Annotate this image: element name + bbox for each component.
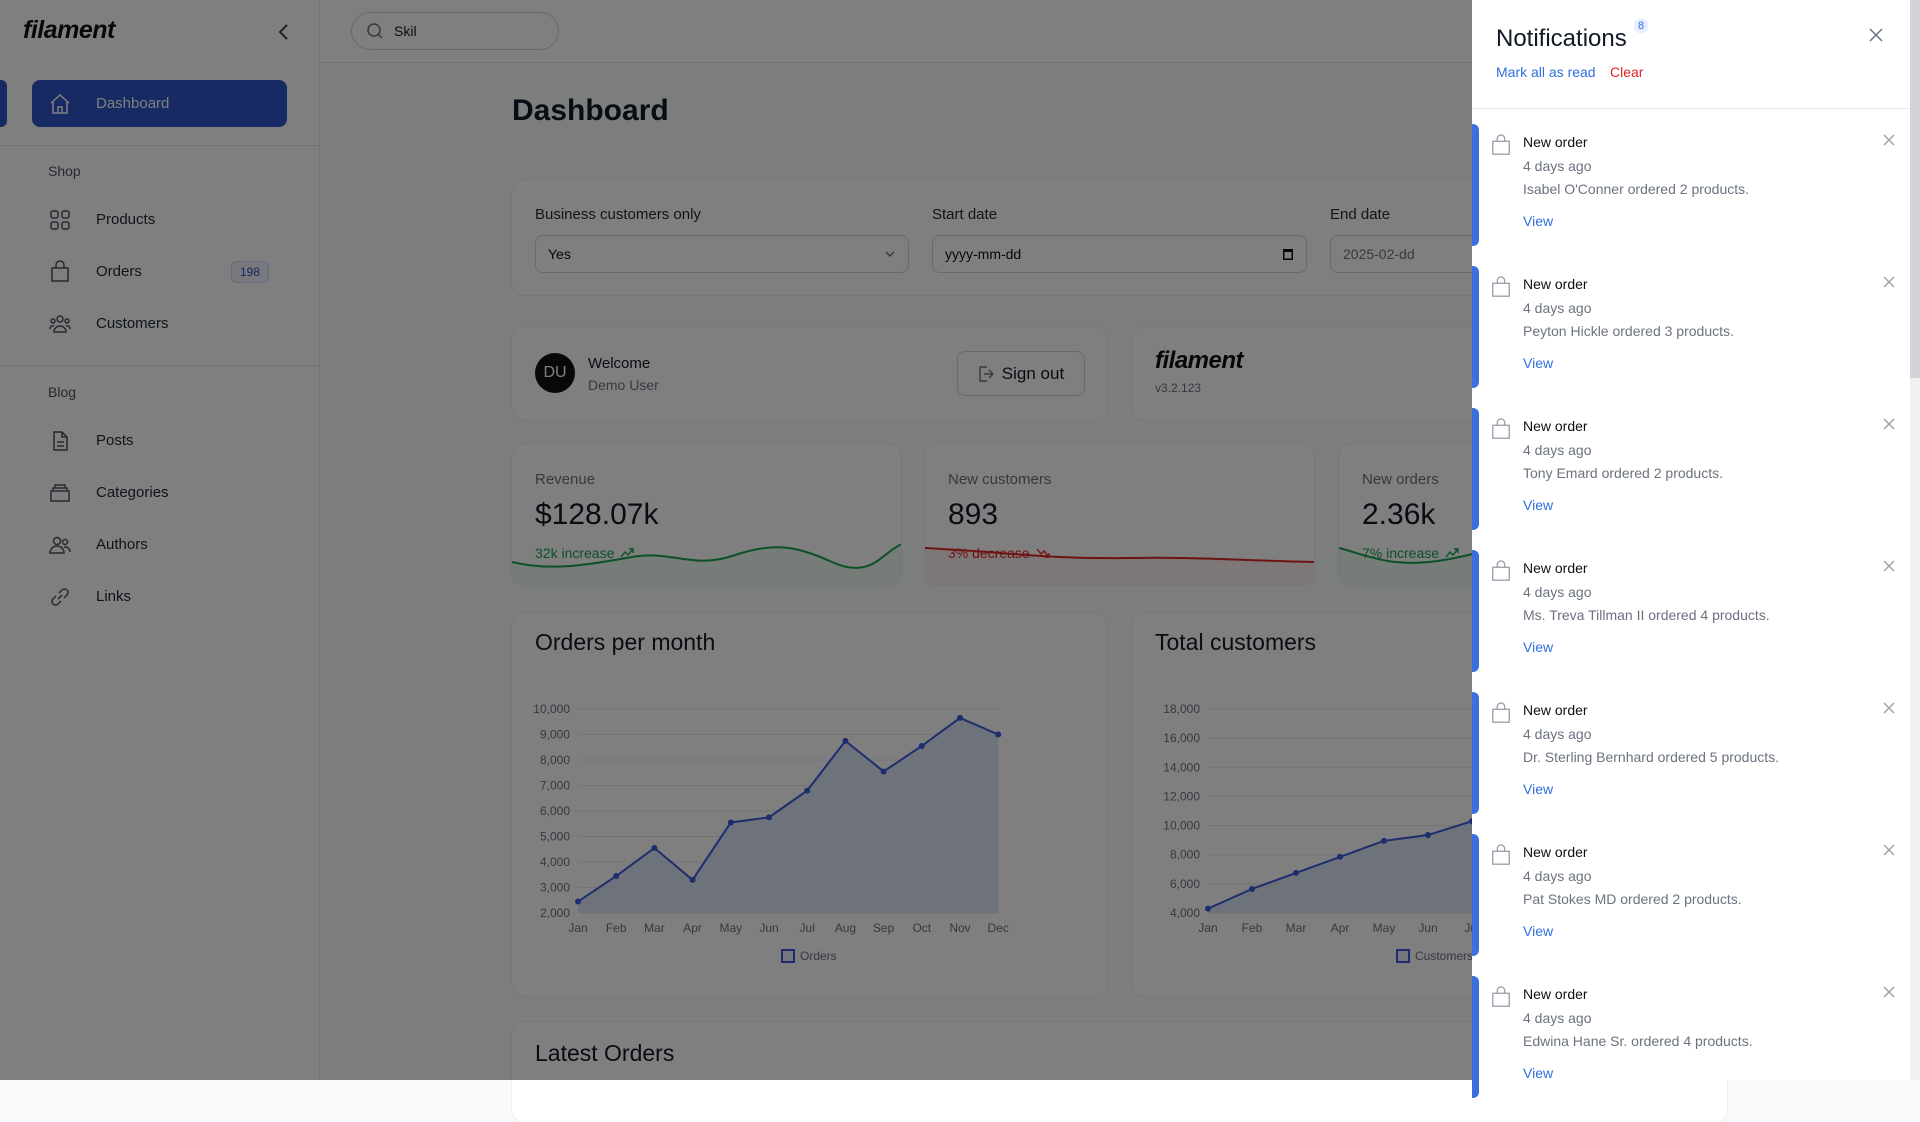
notification-title: New order — [1523, 276, 1588, 292]
unread-indicator — [1472, 408, 1479, 530]
shopping-bag-icon — [1492, 986, 1510, 1007]
notification-item: New order 4 days ago Ms. Treva Tillman I… — [1472, 550, 1910, 692]
notification-body: Dr. Sterling Bernhard ordered 5 products… — [1523, 749, 1780, 765]
notification-item: New order 4 days ago Edwina Hane Sr. ord… — [1472, 976, 1910, 1118]
notification-item: New order 4 days ago Peyton Hickle order… — [1472, 266, 1910, 408]
notification-item: New order 4 days ago Dr. Sterling Bernha… — [1472, 692, 1910, 834]
shopping-bag-icon — [1492, 702, 1510, 723]
notification-item: New order 4 days ago Tony Emard ordered … — [1472, 408, 1910, 550]
notification-body: Tony Emard ordered 2 products. — [1523, 465, 1723, 481]
notification-time: 4 days ago — [1523, 868, 1592, 884]
shopping-bag-icon — [1492, 276, 1510, 297]
notification-body: Pat Stokes MD ordered 2 products. — [1523, 891, 1742, 907]
notification-view-link[interactable]: View — [1523, 497, 1554, 513]
notification-time: 4 days ago — [1523, 1010, 1592, 1026]
notification-time: 4 days ago — [1523, 584, 1592, 600]
clear-notifications-link[interactable]: Clear — [1610, 64, 1644, 80]
dismiss-notification-icon[interactable] — [1881, 700, 1897, 716]
notification-title: New order — [1523, 844, 1588, 860]
notification-view-link[interactable]: View — [1523, 639, 1554, 655]
unread-indicator — [1472, 976, 1479, 1098]
scrollbar-thumb[interactable] — [1910, 0, 1920, 378]
notifications-panel: Notifications 8 Mark all as read Clear N… — [1472, 0, 1920, 1098]
notification-body: Edwina Hane Sr. ordered 4 products. — [1523, 1033, 1753, 1049]
close-panel-icon[interactable] — [1868, 27, 1884, 43]
unread-indicator — [1472, 834, 1479, 956]
shopping-bag-icon — [1492, 418, 1510, 439]
notification-title: New order — [1523, 560, 1588, 576]
unread-indicator — [1472, 692, 1479, 814]
notification-title: New order — [1523, 702, 1588, 718]
unread-indicator — [1472, 266, 1479, 388]
notification-view-link[interactable]: View — [1523, 1065, 1554, 1081]
notifications-title: Notifications — [1496, 25, 1627, 52]
notification-item: New order 4 days ago Isabel O'Conner ord… — [1472, 124, 1910, 266]
modal-backdrop[interactable] — [0, 0, 1472, 1080]
notifications-count-badge: 8 — [1634, 19, 1649, 33]
notification-title: New order — [1523, 134, 1588, 150]
notification-view-link[interactable]: View — [1523, 781, 1554, 797]
notification-body: Ms. Treva Tillman II ordered 4 products. — [1523, 607, 1770, 623]
dismiss-notification-icon[interactable] — [1881, 132, 1897, 148]
unread-indicator — [1472, 124, 1479, 246]
notification-body: Peyton Hickle ordered 3 products. — [1523, 323, 1734, 339]
dismiss-notification-icon[interactable] — [1881, 984, 1897, 1000]
dismiss-notification-icon[interactable] — [1881, 558, 1897, 574]
dismiss-notification-icon[interactable] — [1881, 416, 1897, 432]
dismiss-notification-icon[interactable] — [1881, 842, 1897, 858]
divider — [1472, 108, 1910, 109]
scrollbar-track[interactable] — [1910, 0, 1920, 1080]
notification-view-link[interactable]: View — [1523, 923, 1554, 939]
notification-body: Isabel O'Conner ordered 2 products. — [1523, 181, 1750, 197]
unread-indicator — [1472, 550, 1479, 672]
notification-time: 4 days ago — [1523, 300, 1592, 316]
shopping-bag-icon — [1492, 560, 1510, 581]
notification-time: 4 days ago — [1523, 442, 1592, 458]
dismiss-notification-icon[interactable] — [1881, 274, 1897, 290]
shopping-bag-icon — [1492, 844, 1510, 865]
notification-item: New order 4 days ago Pat Stokes MD order… — [1472, 834, 1910, 976]
notification-time: 4 days ago — [1523, 726, 1592, 742]
notification-view-link[interactable]: View — [1523, 355, 1554, 371]
notification-time: 4 days ago — [1523, 158, 1592, 174]
notification-view-link[interactable]: View — [1523, 213, 1554, 229]
notification-title: New order — [1523, 986, 1588, 1002]
shopping-bag-icon — [1492, 134, 1510, 155]
notification-title: New order — [1523, 418, 1588, 434]
mark-all-read-link[interactable]: Mark all as read — [1496, 64, 1596, 80]
